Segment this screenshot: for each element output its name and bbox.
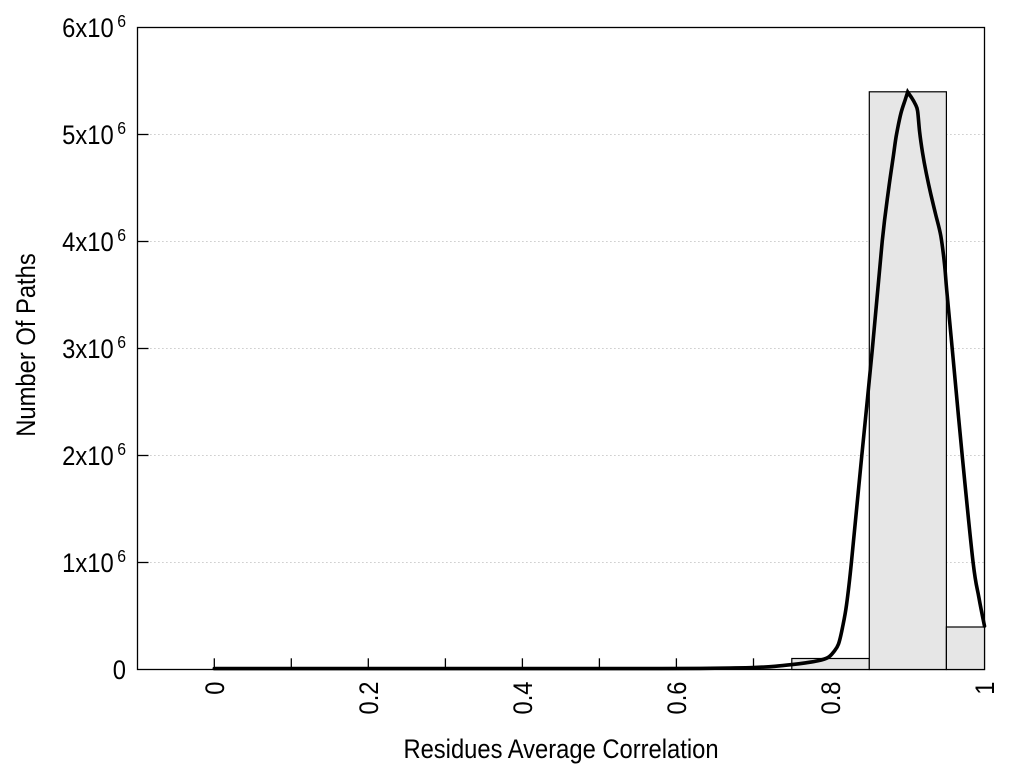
svg-text:0.6: 0.6: [663, 682, 693, 715]
svg-text:Residues Average Correlation: Residues Average Correlation: [403, 735, 718, 765]
svg-text:0.2: 0.2: [354, 682, 384, 715]
svg-text:0.4: 0.4: [509, 682, 539, 715]
svg-text:0: 0: [113, 655, 126, 685]
svg-text:0: 0: [200, 682, 230, 695]
svg-text:Number Of Paths: Number Of Paths: [12, 253, 42, 436]
svg-text:1: 1: [971, 682, 1001, 695]
svg-text:0.8: 0.8: [817, 682, 847, 715]
